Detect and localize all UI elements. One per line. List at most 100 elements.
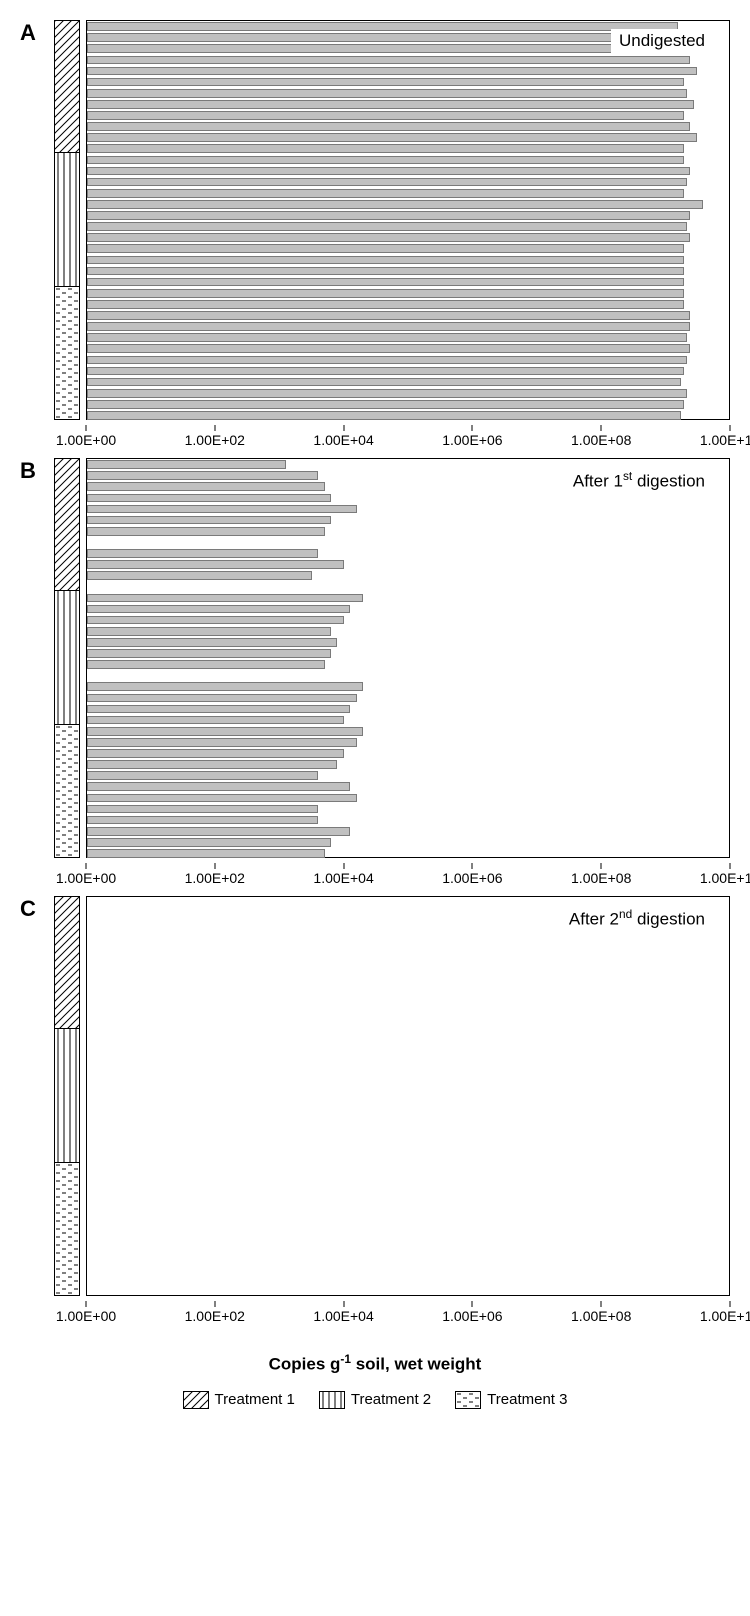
bar bbox=[87, 849, 325, 858]
axis-ticks: 1.00E+001.00E+021.00E+041.00E+061.00E+08… bbox=[86, 864, 730, 896]
bar bbox=[87, 794, 357, 803]
legend-swatch bbox=[319, 1391, 345, 1409]
tick-label: 1.00E+08 bbox=[571, 870, 631, 886]
bar bbox=[87, 738, 357, 747]
chart-label: After 2nd digestion bbox=[561, 905, 713, 932]
bar bbox=[87, 367, 684, 376]
bar bbox=[87, 549, 318, 558]
figure: AUndigested1.00E+001.00E+021.00E+041.00E… bbox=[20, 20, 730, 1409]
bar bbox=[87, 605, 350, 614]
tick-label: 1.00E+08 bbox=[571, 1308, 631, 1324]
treatment-block-t3 bbox=[54, 287, 80, 420]
treatment-column bbox=[54, 20, 80, 420]
tick-label: 1.00E+00 bbox=[56, 870, 116, 886]
bar bbox=[87, 411, 681, 420]
bar bbox=[87, 233, 690, 242]
bar bbox=[87, 33, 684, 42]
bar bbox=[87, 311, 690, 320]
legend-item-t3: Treatment 3 bbox=[455, 1391, 567, 1409]
axis-row: 1.00E+00 1.00E+02 1.00E+04 1.00E+06 1.00E+08… bbox=[54, 864, 730, 896]
tick-label: 1.00E+04 bbox=[313, 432, 373, 448]
xaxis-title: Copies g-1 soil, wet weight bbox=[20, 1352, 730, 1375]
bar bbox=[87, 167, 690, 176]
legend-swatch bbox=[455, 1391, 481, 1409]
axis-ticks: 1.00E+001.00E+021.00E+041.00E+061.00E+08… bbox=[86, 426, 730, 458]
bar bbox=[87, 400, 684, 409]
treatment-column bbox=[54, 458, 80, 858]
bar bbox=[87, 527, 325, 536]
bar bbox=[87, 144, 684, 153]
legend-swatch bbox=[183, 1391, 209, 1409]
tick-label: 1.00E+04 bbox=[313, 870, 373, 886]
bar bbox=[87, 571, 312, 580]
tick-label: 1.00E+00 bbox=[56, 1308, 116, 1324]
chart-area: After 1st digestion bbox=[86, 458, 730, 858]
chart-area: After 2nd digestion bbox=[86, 896, 730, 1296]
legend-item-t1: Treatment 1 bbox=[183, 1391, 295, 1409]
bar bbox=[87, 482, 325, 491]
tick-label: 1.00E+00 bbox=[56, 432, 116, 448]
bar bbox=[87, 256, 684, 265]
panel-letter: B bbox=[20, 458, 54, 484]
bar bbox=[87, 638, 337, 647]
bar bbox=[87, 100, 694, 109]
bar bbox=[87, 300, 684, 309]
bar bbox=[87, 189, 684, 198]
bar bbox=[87, 178, 687, 187]
treatment-block-t2 bbox=[54, 1029, 80, 1162]
bar bbox=[87, 211, 690, 220]
panel-letter: C bbox=[20, 896, 54, 922]
tick-label: 1.00E+10 bbox=[700, 432, 750, 448]
bar bbox=[87, 122, 690, 131]
legend-label: Treatment 1 bbox=[215, 1391, 295, 1408]
bar bbox=[87, 505, 357, 514]
bar bbox=[87, 782, 350, 791]
bar bbox=[87, 516, 331, 525]
panel-body: After 1st digestion bbox=[54, 458, 730, 858]
legend: Treatment 1 Treatment 2 Treatment 3 bbox=[20, 1391, 730, 1409]
bar bbox=[87, 289, 684, 298]
bar bbox=[87, 682, 363, 691]
bar bbox=[87, 560, 344, 569]
bar bbox=[87, 760, 337, 769]
bar bbox=[87, 156, 684, 165]
bar bbox=[87, 616, 344, 625]
bar bbox=[87, 322, 690, 331]
bar bbox=[87, 827, 350, 836]
bar bbox=[87, 267, 684, 276]
bar bbox=[87, 378, 681, 387]
bar bbox=[87, 111, 684, 120]
bar bbox=[87, 67, 697, 76]
tick-label: 1.00E+04 bbox=[313, 1308, 373, 1324]
bar bbox=[87, 244, 684, 253]
treatment-block-t3 bbox=[54, 1163, 80, 1296]
tick-label: 1.00E+08 bbox=[571, 432, 631, 448]
treatment-block-t1 bbox=[54, 896, 80, 1029]
bar bbox=[87, 44, 678, 53]
bar bbox=[87, 805, 318, 814]
tick-label: 1.00E+06 bbox=[442, 870, 502, 886]
treatment-block-t1 bbox=[54, 458, 80, 591]
tick-label: 1.00E+10 bbox=[700, 870, 750, 886]
panel-c: C After 2nd digestion bbox=[20, 896, 730, 1296]
tick-label: 1.00E+06 bbox=[442, 432, 502, 448]
bar bbox=[87, 356, 687, 365]
bar bbox=[87, 222, 687, 231]
treatment-block-t2 bbox=[54, 153, 80, 286]
bar bbox=[87, 22, 678, 31]
bar bbox=[87, 389, 687, 398]
axis-ticks: 1.00E+001.00E+021.00E+041.00E+061.00E+08… bbox=[86, 1302, 730, 1334]
bar bbox=[87, 749, 344, 758]
bar bbox=[87, 816, 318, 825]
bar bbox=[87, 627, 331, 636]
tick-label: 1.00E+10 bbox=[700, 1308, 750, 1324]
tick-label: 1.00E+02 bbox=[185, 432, 245, 448]
legend-item-t2: Treatment 2 bbox=[319, 1391, 431, 1409]
bar bbox=[87, 494, 331, 503]
bar bbox=[87, 333, 687, 342]
chart-area: Undigested bbox=[86, 20, 730, 420]
treatment-column bbox=[54, 896, 80, 1296]
tick-label: 1.00E+02 bbox=[185, 870, 245, 886]
treatment-block-t1 bbox=[54, 20, 80, 153]
panel-body: Undigested bbox=[54, 20, 730, 420]
